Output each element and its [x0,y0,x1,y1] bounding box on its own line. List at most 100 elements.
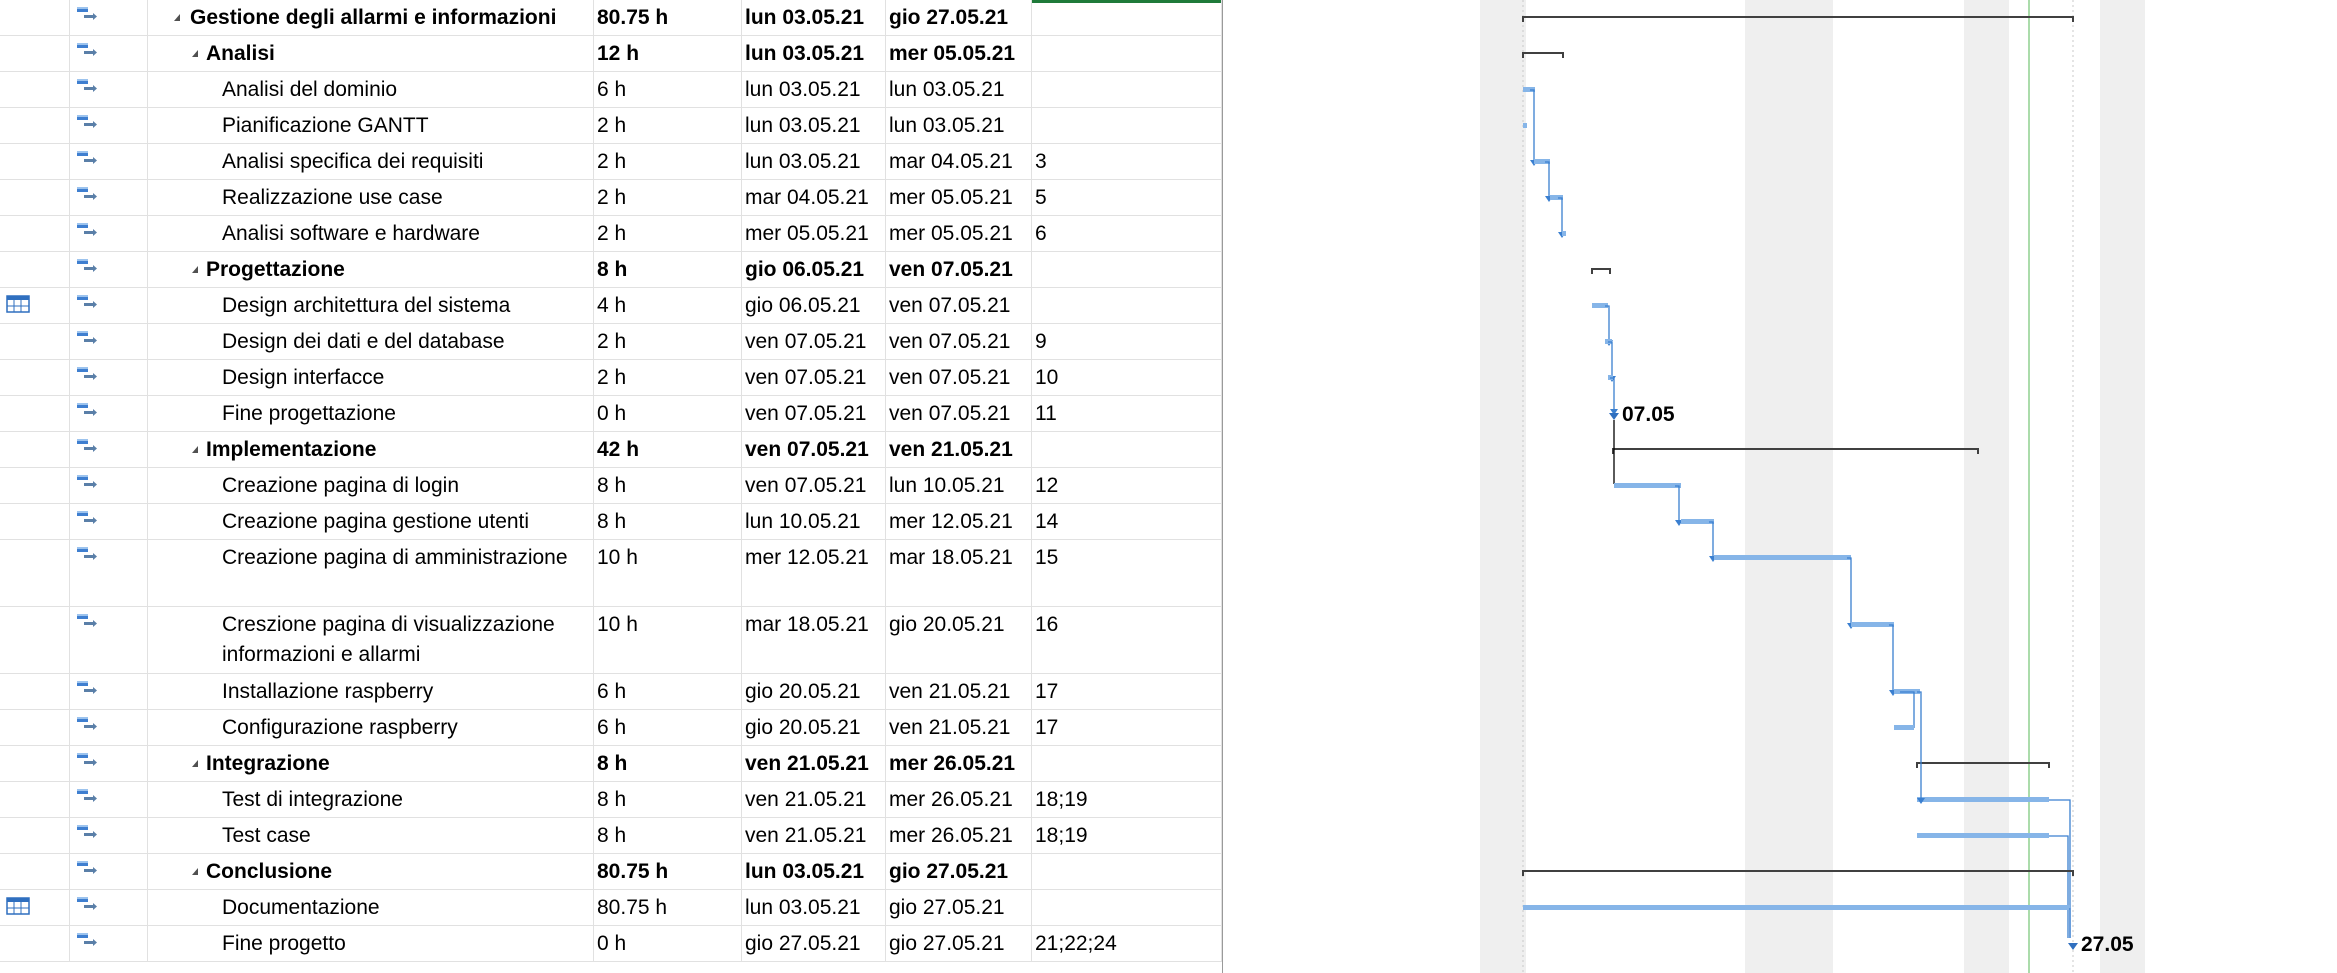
duration-cell[interactable]: 80.75 h [594,854,742,889]
task-row[interactable]: Analisi del dominio 6 h lun 03.05.21 lun 03… [0,72,1222,108]
task-mode-cell[interactable] [70,504,148,539]
task-mode-cell[interactable] [70,854,148,889]
task-row[interactable]: Documentazione 80.75 h lun 03.05.21 gio 27.… [0,890,1222,926]
task-row[interactable]: Fine progetto 0 h gio 27.05.21 gio 27.05.21… [0,926,1222,962]
finish-date-cell[interactable]: ven 07.05.21 [886,360,1032,395]
predecessors-cell[interactable]: 3 [1032,144,1222,179]
task-name-cell[interactable]: Documentazione [148,890,594,925]
task-mode-cell[interactable] [70,108,148,143]
task-mode-cell[interactable] [70,926,148,961]
collapse-triangle-icon[interactable] [192,266,198,273]
predecessors-cell[interactable]: 17 [1032,674,1222,709]
finish-date-cell[interactable]: ven 07.05.21 [886,288,1032,323]
task-name-cell[interactable]: Design architettura del sistema [148,288,594,323]
task-row[interactable]: Analisi specifica dei requisiti 2 h lun 03… [0,144,1222,180]
indicator-cell[interactable] [0,782,70,817]
duration-cell[interactable]: 10 h [594,540,742,606]
start-date-cell[interactable]: lun 10.05.21 [742,504,886,539]
task-row[interactable]: Realizzazione use case 2 h mar 04.05.21 mer… [0,180,1222,216]
predecessors-cell[interactable]: 10 [1032,360,1222,395]
task-mode-cell[interactable] [70,890,148,925]
predecessors-cell[interactable] [1032,36,1222,71]
indicator-cell[interactable] [0,108,70,143]
task-row[interactable]: Creszione pagina di visualizzazione info… [0,607,1222,674]
task-row[interactable]: Test case 8 h ven 21.05.21 mer 26.05.21 18;1… [0,818,1222,854]
task-row[interactable]: Creazione pagina di login 8 h ven 07.05.21… [0,468,1222,504]
task-row[interactable]: Design architettura del sistema 4 h gio 06… [0,288,1222,324]
finish-date-cell[interactable]: mar 04.05.21 [886,144,1032,179]
task-name-cell[interactable]: Configurazione raspberry [148,710,594,745]
predecessors-cell[interactable]: 11 [1032,396,1222,431]
duration-cell[interactable]: 12 h [594,36,742,71]
duration-cell[interactable]: 4 h [594,288,742,323]
duration-cell[interactable]: 8 h [594,746,742,781]
start-date-cell[interactable]: mer 05.05.21 [742,216,886,251]
task-name-cell[interactable]: Analisi software e hardware [148,216,594,251]
indicator-cell[interactable] [0,710,70,745]
finish-date-cell[interactable]: ven 07.05.21 [886,252,1032,287]
predecessors-cell[interactable] [1032,288,1222,323]
duration-cell[interactable]: 0 h [594,926,742,961]
indicator-cell[interactable] [0,36,70,71]
summary-row[interactable]: Conclusione 80.75 h lun 03.05.21 gio 27.05.… [0,854,1222,890]
indicator-cell[interactable] [0,468,70,503]
duration-cell[interactable]: 2 h [594,360,742,395]
start-date-cell[interactable]: mar 04.05.21 [742,180,886,215]
predecessors-cell[interactable]: 18;19 [1032,782,1222,817]
task-row[interactable]: Creazione pagina gestione utenti 8 h lun 1… [0,504,1222,540]
collapse-triangle-icon[interactable] [192,50,198,57]
start-date-cell[interactable]: lun 03.05.21 [742,890,886,925]
indicator-cell[interactable] [0,216,70,251]
predecessors-cell[interactable]: 18;19 [1032,818,1222,853]
task-mode-cell[interactable] [70,468,148,503]
task-name-cell[interactable]: Analisi specifica dei requisiti [148,144,594,179]
predecessors-cell[interactable] [1032,854,1222,889]
task-mode-cell[interactable] [70,432,148,467]
task-name-cell[interactable]: Analisi del dominio [148,72,594,107]
duration-cell[interactable]: 80.75 h [594,0,742,35]
indicator-cell[interactable] [0,180,70,215]
indicator-cell[interactable] [0,746,70,781]
indicator-cell[interactable] [0,360,70,395]
finish-date-cell[interactable]: gio 27.05.21 [886,0,1032,35]
predecessors-cell[interactable]: 21;22;24 [1032,926,1222,961]
finish-date-cell[interactable]: ven 21.05.21 [886,674,1032,709]
summary-row[interactable]: Implementazione 42 h ven 07.05.21 ven 21.05… [0,432,1222,468]
task-row[interactable]: Analisi software e hardware 2 h mer 05.05.… [0,216,1222,252]
start-date-cell[interactable]: ven 21.05.21 [742,818,886,853]
start-date-cell[interactable]: lun 03.05.21 [742,854,886,889]
task-name-cell[interactable]: Creazione pagina di amministrazione [148,540,594,606]
duration-cell[interactable]: 8 h [594,782,742,817]
task-name-cell[interactable]: Integrazione [148,746,594,781]
task-name-cell[interactable]: Fine progetto [148,926,594,961]
summary-row[interactable]: Progettazione 8 h gio 06.05.21 ven 07.05.21 [0,252,1222,288]
start-date-cell[interactable]: ven 07.05.21 [742,396,886,431]
task-name-cell[interactable]: Fine progettazione [148,396,594,431]
indicator-cell[interactable] [0,504,70,539]
task-name-cell[interactable]: Gestione degli allarmi e informazioni [148,0,594,35]
task-name-cell[interactable]: Installazione raspberry [148,674,594,709]
predecessors-cell[interactable] [1032,746,1222,781]
duration-cell[interactable]: 8 h [594,504,742,539]
start-date-cell[interactable]: mer 12.05.21 [742,540,886,606]
predecessors-cell[interactable]: 9 [1032,324,1222,359]
task-name-cell[interactable]: Design dei dati e del database [148,324,594,359]
summary-row[interactable]: Integrazione 8 h ven 21.05.21 mer 26.05.21 [0,746,1222,782]
indicator-cell[interactable] [0,324,70,359]
task-mode-cell[interactable] [70,36,148,71]
duration-cell[interactable]: 2 h [594,180,742,215]
task-mode-cell[interactable] [70,324,148,359]
task-name-cell[interactable]: Analisi [148,36,594,71]
finish-date-cell[interactable]: ven 07.05.21 [886,396,1032,431]
task-name-cell[interactable]: Creazione pagina di login [148,468,594,503]
start-date-cell[interactable]: gio 20.05.21 [742,710,886,745]
task-row[interactable]: Pianificazione GANTT 2 h lun 03.05.21 lun 0… [0,108,1222,144]
predecessors-cell[interactable] [1032,108,1222,143]
duration-cell[interactable]: 2 h [594,324,742,359]
indicator-cell[interactable] [0,252,70,287]
indicator-cell[interactable] [0,288,70,323]
indicator-cell[interactable] [0,396,70,431]
duration-cell[interactable]: 8 h [594,468,742,503]
finish-date-cell[interactable]: ven 21.05.21 [886,432,1032,467]
duration-cell[interactable]: 8 h [594,252,742,287]
